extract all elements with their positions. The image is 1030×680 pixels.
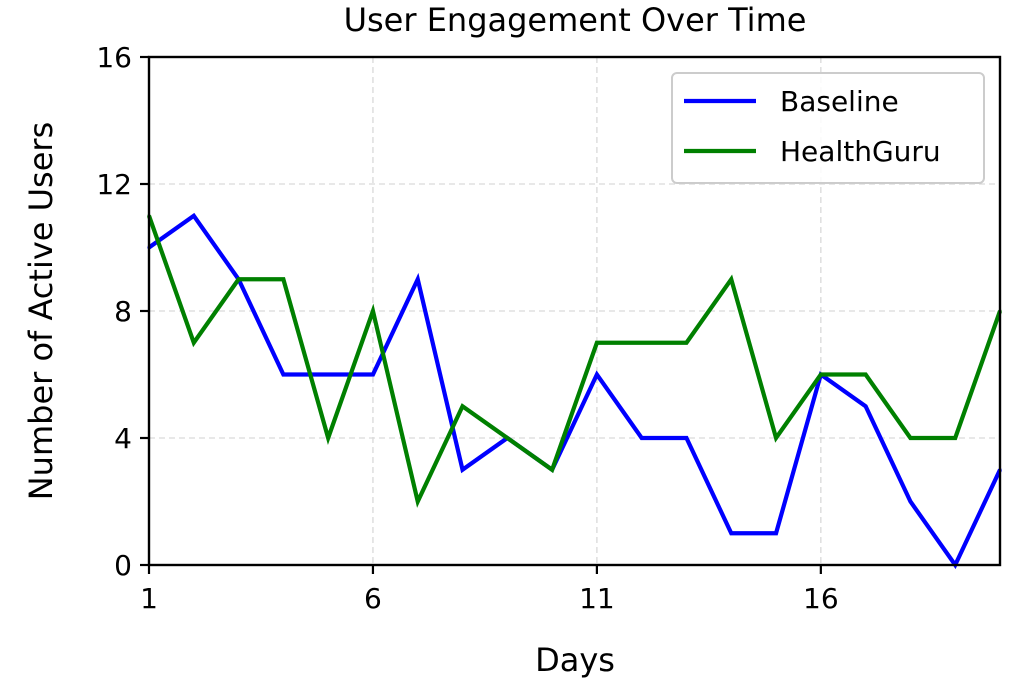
x-tick-label-6: 6 xyxy=(364,582,382,615)
data-point-healthguru-19 xyxy=(953,436,957,440)
data-point-healthguru-10 xyxy=(550,468,554,472)
data-point-baseline-11 xyxy=(595,372,599,377)
data-point-baseline-6 xyxy=(371,372,375,377)
y-tick-label-4: 4 xyxy=(114,422,132,455)
data-point-healthguru-18 xyxy=(908,436,913,440)
data-point-baseline-13 xyxy=(684,436,689,440)
data-point-healthguru-6 xyxy=(371,309,375,313)
x-tick-label-1: 1 xyxy=(140,582,158,615)
legend-label-baseline: Baseline xyxy=(780,85,899,118)
data-point-baseline-14 xyxy=(729,531,733,535)
data-point-healthguru-3 xyxy=(236,277,241,281)
y-tick-label-12: 12 xyxy=(96,168,132,201)
data-point-healthguru-5 xyxy=(326,436,330,440)
data-point-baseline-2 xyxy=(192,214,196,218)
data-point-healthguru-16 xyxy=(819,372,823,377)
data-point-baseline-17 xyxy=(864,404,868,408)
data-point-baseline-8 xyxy=(460,468,465,472)
data-point-baseline-12 xyxy=(640,436,644,440)
legend-label-healthguru: HealthGuru xyxy=(780,135,941,168)
x-axis-label: Days xyxy=(535,641,615,679)
chart-title: User Engagement Over Time xyxy=(344,1,807,39)
data-point-healthguru-15 xyxy=(774,436,778,440)
data-point-healthguru-9 xyxy=(505,436,509,440)
data-point-healthguru-14 xyxy=(729,277,733,281)
data-point-baseline-4 xyxy=(281,372,285,377)
series-line-healthguru xyxy=(147,215,1002,508)
data-point-baseline-7 xyxy=(416,277,420,281)
data-point-baseline-5 xyxy=(326,372,330,377)
data-point-baseline-18 xyxy=(908,499,913,504)
y-tick-label-0: 0 xyxy=(114,549,132,582)
series-lines xyxy=(147,212,1002,570)
data-point-baseline-15 xyxy=(774,531,778,535)
x-tick-label-16: 16 xyxy=(803,582,839,615)
data-point-healthguru-17 xyxy=(864,372,868,377)
x-tick-label-11: 11 xyxy=(579,582,615,615)
y-tick-label-8: 8 xyxy=(114,295,132,328)
series-line-baseline xyxy=(147,212,1002,570)
data-point-healthguru-13 xyxy=(684,341,689,345)
data-point-healthguru-12 xyxy=(640,341,644,345)
y-axis-label: Number of Active Users xyxy=(22,122,60,501)
data-point-healthguru-4 xyxy=(281,277,285,281)
data-point-healthguru-2 xyxy=(192,341,196,345)
data-point-healthguru-11 xyxy=(595,341,599,345)
data-point-healthguru-7 xyxy=(416,499,420,504)
data-point-healthguru-8 xyxy=(460,404,465,408)
y-tick-label-16: 16 xyxy=(96,41,132,74)
legend: Baseline HealthGuru xyxy=(671,72,985,184)
